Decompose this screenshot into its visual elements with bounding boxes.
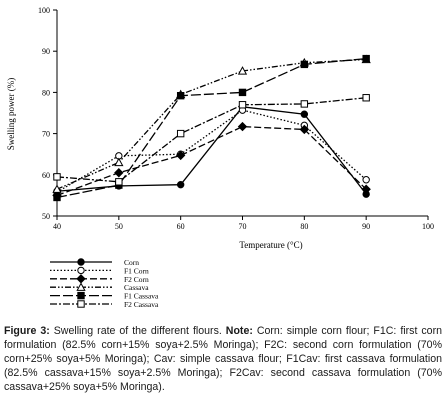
data-point-f2-cassava — [300, 100, 309, 108]
legend-item-cassava: Cassava — [50, 282, 149, 292]
x-tick-label: 100 — [422, 222, 434, 231]
legend-label-f1-corn: F1 Corn — [124, 266, 149, 275]
data-point-f2-cassava — [53, 173, 61, 181]
x-tick-label: 40 — [53, 222, 61, 231]
legend-item-f1-corn: F1 Corn — [50, 266, 149, 275]
series-cassava — [52, 54, 371, 193]
data-point-f2-corn — [114, 168, 124, 178]
series-line-f2-cassava — [56, 97, 367, 183]
legend-label-cassava: Cassava — [124, 283, 149, 292]
x-tick-label: 80 — [300, 222, 308, 231]
data-point-cassava — [52, 184, 62, 193]
series-line-f2-corn — [56, 125, 367, 197]
data-point-cassava — [237, 66, 248, 75]
legend-marker-f2-cassava — [77, 300, 85, 308]
data-point-f2-cassava — [176, 129, 185, 138]
data-point-f2-cassava — [115, 178, 123, 186]
legend-label-f2-cassava: F2 Cassava — [124, 300, 159, 309]
data-point-f2-corn — [361, 184, 371, 194]
data-point-corn — [300, 110, 309, 118]
legend-label-f1-cassava: F1 Cassava — [124, 292, 159, 301]
data-point-f1-cassava — [176, 91, 185, 100]
data-point-f2-corn — [299, 124, 310, 135]
series-corn — [53, 103, 370, 198]
series-layer — [52, 54, 371, 202]
caption-text-1: Swelling rate of the different flours. — [49, 325, 226, 337]
data-point-f1-cassava — [300, 60, 309, 69]
x-tick-label: 70 — [239, 222, 247, 231]
data-point-f1-cassava — [53, 193, 61, 202]
series-line-f1-cassava — [56, 57, 367, 199]
series-line-f1-corn — [56, 109, 367, 193]
legend-marker-f2-corn — [76, 274, 86, 284]
legend-item-corn: Corn — [50, 258, 139, 267]
figure-caption: Figure 3: Swelling rate of the different… — [4, 324, 442, 394]
legend-item-f1-cassava: F1 Cassava — [50, 292, 159, 301]
y-tick-label: 50 — [42, 212, 50, 221]
note-label: Note: — [225, 325, 253, 337]
x-tick-label: 50 — [115, 222, 123, 231]
legend-marker-f1-corn — [77, 266, 85, 275]
series-f1-cassava — [53, 54, 370, 202]
data-point-f1-cassava — [362, 54, 370, 63]
legend-marker-cassava — [76, 282, 86, 291]
data-point-f1-corn — [362, 176, 370, 184]
x-tick-label: 90 — [362, 222, 370, 231]
data-point-f2-cassava — [238, 101, 247, 109]
series-f1-corn — [53, 106, 370, 196]
x-axis-label: Temperature (°C) — [239, 240, 302, 250]
data-point-f2-corn — [175, 150, 186, 161]
y-tick-label: 80 — [42, 88, 50, 97]
figure-label: Figure 3: — [4, 325, 50, 337]
data-point-f2-cassava — [362, 94, 370, 102]
data-point-f1-cassava — [238, 88, 247, 97]
legend-item-f2-cassava: F2 Cassava — [50, 300, 159, 309]
data-point-corn — [176, 180, 185, 189]
y-axis-label: Swelling power (%) — [6, 78, 16, 150]
y-tick-label: 100 — [38, 6, 50, 15]
series-line-corn — [56, 106, 367, 195]
data-point-f2-corn — [237, 121, 248, 132]
data-point-cassava — [114, 157, 124, 167]
y-tick-label: 90 — [42, 47, 50, 56]
legend-marker-corn — [77, 258, 85, 266]
y-tick-label: 60 — [42, 171, 50, 180]
caption-text-2: Corn: simple corn flour; F1C: first corn… — [4, 325, 442, 393]
series-f2-cassava — [53, 94, 370, 186]
legend-label-corn: Corn — [124, 258, 139, 267]
legend-marker-f1-cassava — [77, 291, 85, 300]
legend-label-f2-corn: F2 Corn — [124, 275, 149, 284]
series-line-cassava — [56, 58, 367, 190]
y-tick-label: 70 — [42, 130, 50, 139]
x-tick-label: 60 — [177, 222, 185, 231]
